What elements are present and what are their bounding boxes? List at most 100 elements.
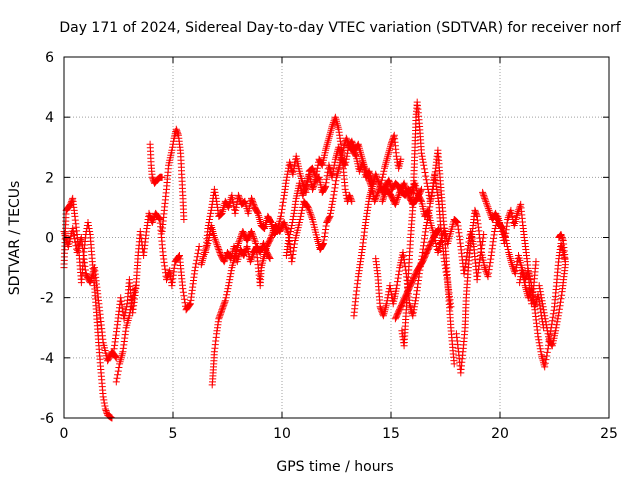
data-point: [424, 216, 431, 223]
data-point: [114, 371, 122, 379]
data-point: [155, 215, 163, 223]
data-point: [361, 164, 369, 172]
data-point: [348, 139, 356, 147]
data-point: [519, 270, 526, 278]
data-point: [287, 225, 295, 232]
data-point: [249, 233, 257, 241]
data-point: [234, 240, 242, 247]
data-point: [226, 254, 234, 262]
data-point: [502, 237, 510, 244]
data-point: [204, 237, 212, 244]
data-point: [542, 356, 550, 364]
data-point: [248, 196, 256, 204]
data-point: [524, 267, 532, 275]
data-point: [561, 261, 569, 269]
data-point: [118, 304, 126, 312]
data-point: [288, 258, 296, 266]
x-tick-label: 5: [169, 426, 178, 442]
data-point: [193, 253, 201, 261]
data-point: [519, 273, 527, 281]
data-point: [85, 222, 92, 229]
data-point: [526, 276, 534, 284]
data-point: [249, 231, 257, 239]
data-point: [192, 260, 200, 268]
data-point: [372, 194, 380, 202]
y-tick-label: 0: [45, 231, 54, 247]
data-point: [219, 303, 227, 311]
data-point: [328, 200, 336, 208]
data-point: [527, 279, 535, 287]
data-point: [341, 185, 349, 193]
data-point: [535, 282, 543, 290]
x-tick-label: 0: [60, 426, 69, 442]
data-point: [329, 120, 337, 128]
data-point: [248, 254, 256, 262]
data-point: [113, 374, 121, 382]
data-point: [419, 155, 427, 163]
data-point: [330, 187, 338, 195]
data-point: [511, 268, 519, 276]
data-point: [296, 216, 304, 223]
data-point: [513, 209, 521, 217]
data-point: [289, 167, 297, 175]
data-point: [530, 302, 538, 310]
data-point: [262, 246, 270, 253]
data-point: [149, 217, 157, 225]
x-tick-label: 10: [273, 426, 291, 442]
data-point: [482, 197, 490, 205]
data-point: [120, 315, 128, 323]
data-point: [304, 203, 312, 211]
data-point: [391, 200, 399, 208]
data-point: [506, 208, 514, 216]
data-point: [556, 232, 564, 240]
data-point: [250, 234, 258, 242]
data-point: [206, 231, 213, 238]
data-point: [403, 188, 411, 196]
data-point: [232, 203, 240, 211]
data-point: [127, 303, 135, 311]
data-point: [330, 161, 338, 169]
data-point: [518, 267, 526, 275]
data-point: [557, 295, 565, 303]
data-point: [432, 240, 440, 247]
data-point: [363, 170, 371, 178]
x-tick-label: 20: [491, 426, 509, 442]
data-point: [103, 408, 110, 416]
data-point: [425, 209, 433, 217]
data-point: [542, 321, 550, 329]
data-point: [185, 301, 193, 309]
data-point: [502, 234, 509, 241]
data-point: [429, 185, 437, 193]
data-point: [225, 279, 233, 287]
data-point: [491, 225, 499, 232]
x-tick-label: 15: [382, 426, 400, 442]
data-point: [132, 282, 140, 290]
data-point: [212, 239, 220, 247]
data-point: [247, 256, 255, 264]
data-point: [168, 146, 176, 154]
data-point: [420, 165, 428, 173]
data-point: [126, 309, 134, 317]
data-point: [528, 285, 536, 293]
data-point: [540, 309, 548, 317]
data-point: [539, 300, 546, 308]
data-point: [372, 170, 380, 178]
data-point: [307, 212, 315, 220]
data-point: [319, 240, 327, 247]
data-point: [500, 230, 508, 238]
y-tick-label: -4: [40, 351, 54, 367]
data-point: [203, 243, 211, 251]
y-tick-label: 2: [45, 170, 54, 186]
data-point: [403, 186, 411, 194]
data-point: [235, 238, 243, 246]
data-point: [421, 169, 429, 176]
data-point: [295, 219, 303, 226]
data-point: [374, 178, 382, 185]
data-point: [504, 246, 512, 253]
data-point: [282, 224, 290, 232]
data-point: [394, 194, 402, 201]
data-point: [392, 199, 400, 207]
data-point: [555, 233, 563, 241]
data-point: [240, 252, 248, 259]
data-point: [472, 209, 480, 217]
